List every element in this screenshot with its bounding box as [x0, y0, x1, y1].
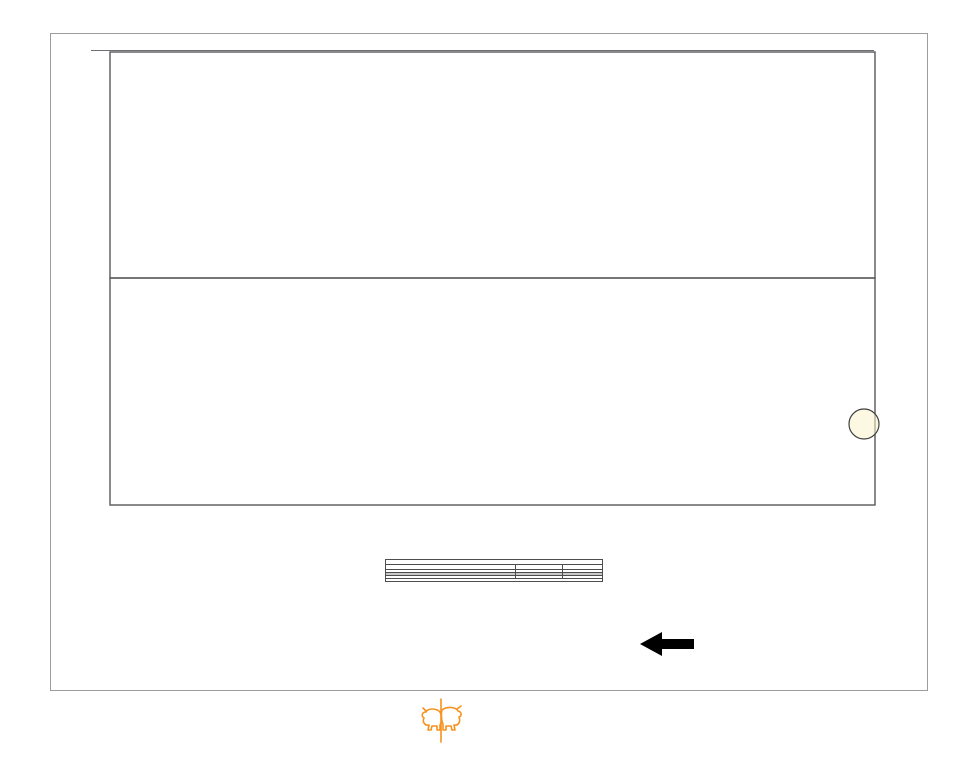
table-footer-row [385, 578, 603, 582]
top-panel-frame [109, 51, 876, 279]
bottom-panel-frame [109, 277, 876, 506]
left-arrow-icon [640, 632, 694, 656]
chart-frame [50, 33, 928, 691]
performance-table [385, 559, 603, 582]
ndr-logo [418, 697, 469, 743]
ndr-emblem-icon [421, 698, 462, 743]
latest-value-highlight [848, 408, 880, 440]
